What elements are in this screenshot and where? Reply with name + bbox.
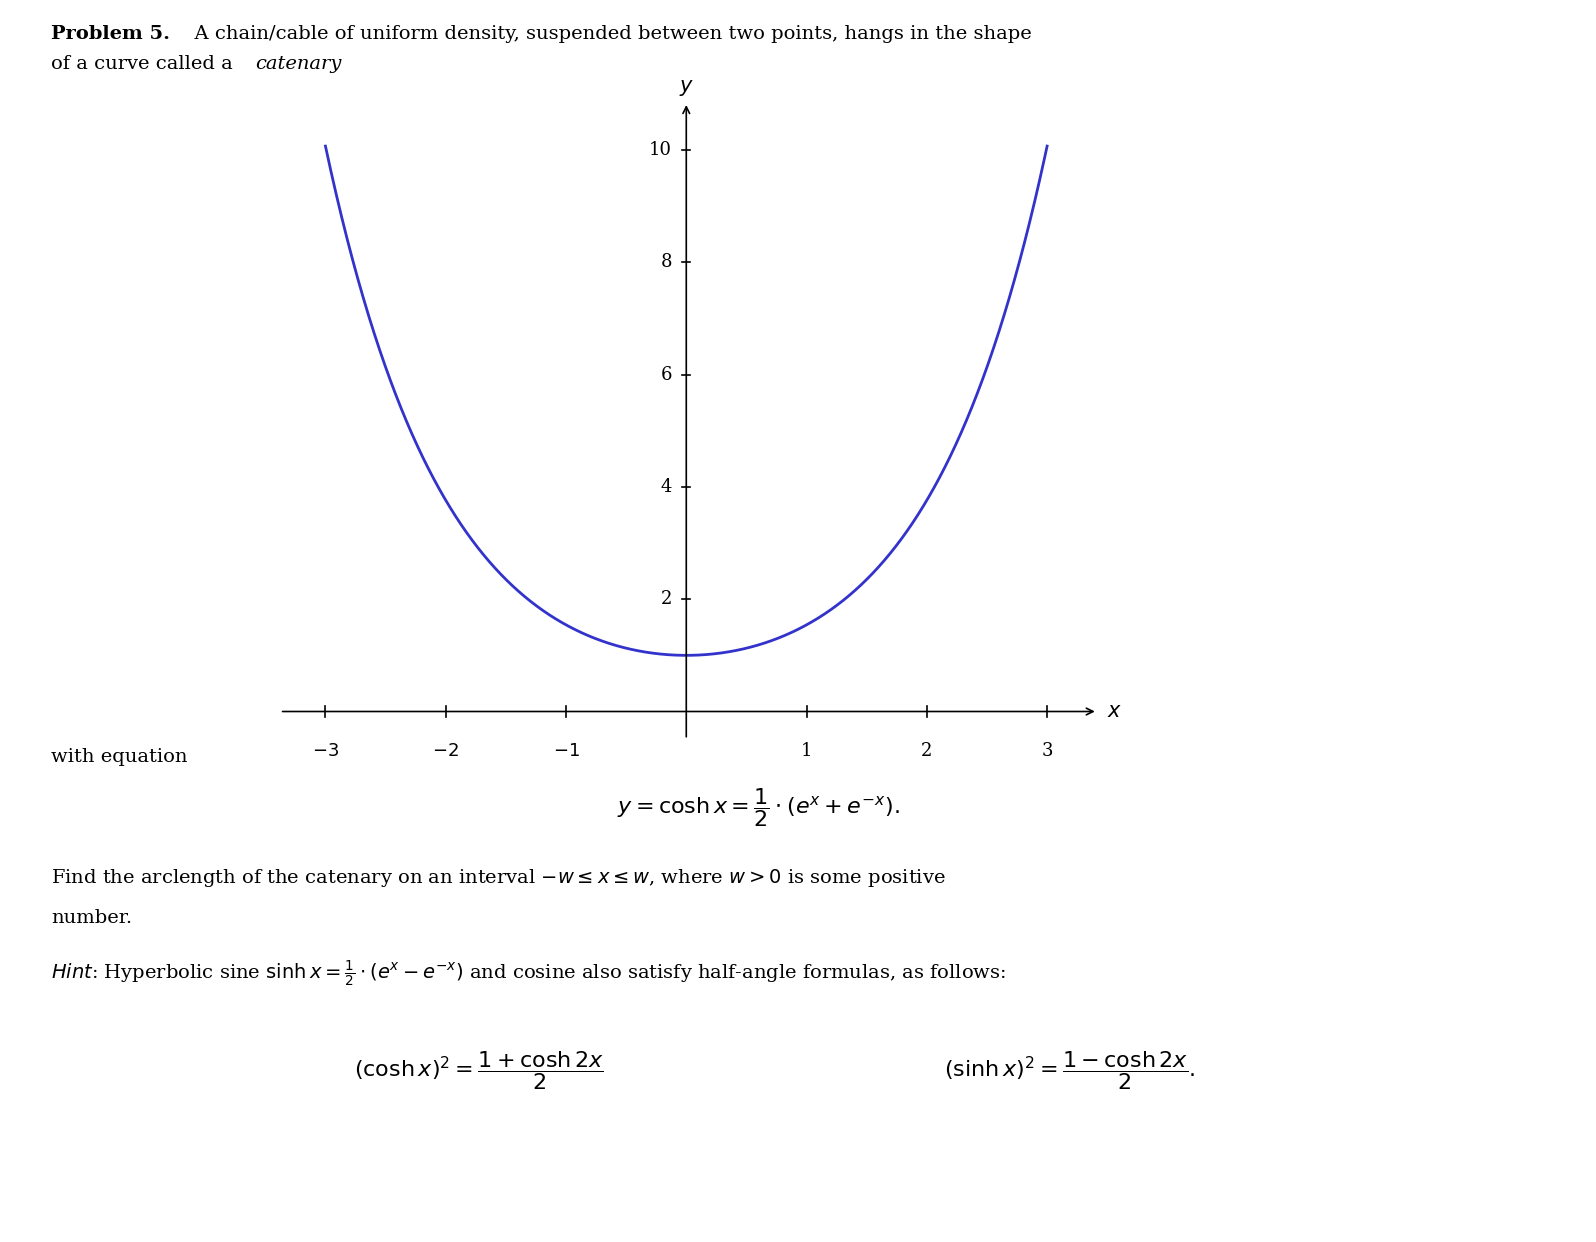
Text: $-3$: $-3$ xyxy=(311,743,338,760)
Text: of a curve called a: of a curve called a xyxy=(51,55,239,72)
Text: $(\cosh x)^2 = \dfrac{1 + \cosh 2x}{2}$: $(\cosh x)^2 = \dfrac{1 + \cosh 2x}{2}$ xyxy=(354,1049,603,1093)
Text: Find the arclength of the catenary on an interval $-w \leq x \leq w$, where $w >: Find the arclength of the catenary on an… xyxy=(51,867,946,889)
Text: 6: 6 xyxy=(661,365,672,384)
Text: 1: 1 xyxy=(801,743,812,760)
Text: number.: number. xyxy=(51,909,132,927)
Text: 10: 10 xyxy=(650,140,672,159)
Text: Problem 5.: Problem 5. xyxy=(51,25,171,42)
Text: $y$: $y$ xyxy=(678,78,694,98)
Text: with equation: with equation xyxy=(51,748,188,765)
Text: 2: 2 xyxy=(921,743,932,760)
Text: $x$: $x$ xyxy=(1108,702,1122,722)
Text: 8: 8 xyxy=(661,253,672,271)
Text: catenary: catenary xyxy=(255,55,342,72)
Text: $\mathit{Hint}$: Hyperbolic sine $\sinh x = \frac{1}{2} \cdot (e^x - e^{-x})$ an: $\mathit{Hint}$: Hyperbolic sine $\sinh … xyxy=(51,959,1005,989)
Text: 3: 3 xyxy=(1041,743,1053,760)
Text: 4: 4 xyxy=(661,478,672,496)
Text: A chain/cable of uniform density, suspended between two points, hangs in the sha: A chain/cable of uniform density, suspen… xyxy=(182,25,1031,42)
Text: $(\sinh x)^2 = \dfrac{1 - \cosh 2x}{2}.$: $(\sinh x)^2 = \dfrac{1 - \cosh 2x}{2}.$ xyxy=(943,1049,1195,1093)
Text: 2: 2 xyxy=(661,590,672,609)
Text: $y = \cosh x = \dfrac{1}{2} \cdot (e^x + e^{-x}).$: $y = \cosh x = \dfrac{1}{2} \cdot (e^x +… xyxy=(616,786,900,830)
Text: $-2$: $-2$ xyxy=(433,743,460,760)
Text: $-1$: $-1$ xyxy=(552,743,579,760)
